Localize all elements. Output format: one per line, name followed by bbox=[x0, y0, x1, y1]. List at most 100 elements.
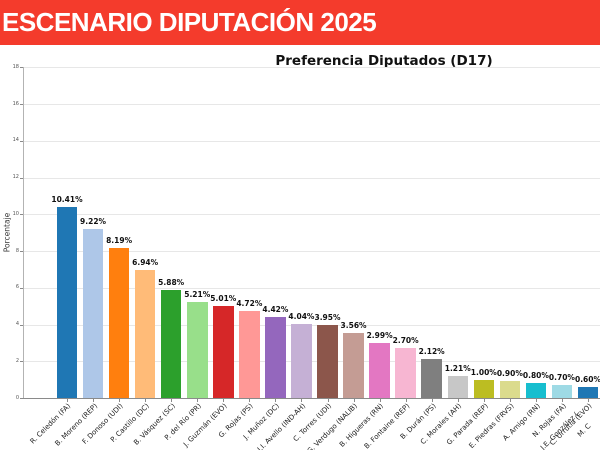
header-banner: ESCENARIO DIPUTACIÓN 2025 bbox=[0, 0, 600, 45]
y-gridline bbox=[23, 287, 600, 289]
bar bbox=[187, 302, 208, 398]
x-axis-category-label-clipped: M. C bbox=[576, 422, 593, 439]
bar bbox=[317, 325, 338, 398]
bar bbox=[525, 383, 547, 398]
y-gridline bbox=[23, 140, 600, 142]
x-tick-mark bbox=[223, 399, 225, 402]
x-tick-mark bbox=[67, 399, 68, 402]
bar-value-label: 2.70% bbox=[392, 336, 419, 346]
y-tick-mark bbox=[20, 67, 23, 69]
bar-value-label: 2.99% bbox=[366, 331, 393, 341]
x-tick-mark bbox=[509, 399, 511, 402]
bar bbox=[577, 386, 599, 398]
y-tick-label: 8 bbox=[15, 247, 19, 254]
x-axis-category-label: E. Piedras (FRVS) bbox=[467, 402, 516, 450]
bar bbox=[213, 305, 234, 398]
bar bbox=[56, 206, 78, 398]
y-gridline bbox=[23, 214, 600, 216]
bar-value-label: 4.42% bbox=[262, 304, 289, 314]
y-tick-label: 2 bbox=[15, 357, 19, 364]
y-tick-label: 16 bbox=[12, 100, 19, 107]
y-tick-mark bbox=[20, 361, 23, 363]
x-axis-spine bbox=[23, 398, 600, 399]
x-tick-mark bbox=[588, 399, 589, 402]
bar-value-label: 4.72% bbox=[236, 299, 263, 309]
bar bbox=[160, 289, 182, 398]
bar bbox=[369, 343, 390, 398]
bar-value-label: 5.88% bbox=[158, 277, 185, 287]
y-tick-label: 4 bbox=[15, 321, 19, 327]
x-tick-mark bbox=[431, 399, 433, 402]
y-tick-label: 12 bbox=[12, 174, 19, 180]
x-tick-mark bbox=[119, 399, 121, 402]
y-tick-mark bbox=[20, 104, 23, 105]
y-gridline bbox=[23, 67, 600, 69]
bar-value-label: 2.12% bbox=[418, 347, 445, 357]
x-tick-mark bbox=[275, 399, 277, 402]
bar bbox=[421, 359, 442, 398]
x-tick-mark bbox=[405, 399, 407, 402]
x-tick-mark bbox=[353, 399, 355, 402]
y-tick-mark bbox=[20, 398, 23, 399]
y-tick-mark bbox=[20, 140, 23, 142]
x-tick-mark bbox=[457, 399, 459, 402]
y-tick-label: 18 bbox=[12, 63, 19, 70]
bar bbox=[82, 228, 104, 398]
bar bbox=[551, 385, 573, 398]
bar bbox=[134, 270, 156, 398]
y-gridline bbox=[23, 177, 600, 179]
bar-value-label: 0.90% bbox=[496, 369, 523, 379]
y-gridline bbox=[23, 104, 600, 105]
y-tick-label: 0 bbox=[15, 394, 19, 401]
y-tick-mark bbox=[20, 324, 23, 326]
x-tick-mark bbox=[561, 399, 563, 402]
bar-value-label: 1.21% bbox=[444, 363, 471, 373]
bar bbox=[473, 379, 495, 398]
y-tick-mark bbox=[20, 177, 23, 179]
y-tick-mark bbox=[20, 214, 23, 216]
x-tick-mark bbox=[171, 399, 173, 402]
y-tick-label: 6 bbox=[15, 284, 19, 291]
bar-value-label: 5.21% bbox=[184, 290, 211, 300]
x-tick-mark bbox=[145, 399, 147, 402]
x-tick-mark bbox=[535, 399, 537, 402]
bar-value-label: 8.19% bbox=[106, 235, 133, 245]
bar-value-label: 10.41% bbox=[51, 194, 83, 204]
y-axis-spine bbox=[23, 67, 24, 398]
x-axis-category-label: B. Fontaine (REP) bbox=[362, 402, 412, 450]
page-title: ESCENARIO DIPUTACIÓN 2025 bbox=[2, 7, 377, 37]
bar-value-label: 0.80% bbox=[522, 371, 549, 381]
bar-value-label: 0.60% bbox=[574, 374, 600, 384]
y-tick-label: 14 bbox=[12, 137, 19, 144]
x-tick-mark bbox=[327, 399, 329, 402]
x-axis-category-label: J.I. Avello (IND-AH) bbox=[255, 402, 308, 450]
x-tick-mark bbox=[93, 399, 95, 402]
x-tick-mark bbox=[379, 399, 381, 402]
bar-value-label: 5.01% bbox=[210, 293, 237, 303]
bar-value-label: 3.56% bbox=[340, 320, 367, 330]
chart-title: Preferencia Diputados (D17) bbox=[275, 53, 493, 69]
bar bbox=[447, 375, 468, 398]
x-tick-mark bbox=[197, 399, 199, 402]
y-tick-mark bbox=[20, 287, 23, 289]
bar-value-label: 4.04% bbox=[288, 311, 315, 321]
bar bbox=[395, 348, 416, 398]
bar-value-label: 1.00% bbox=[470, 367, 497, 377]
bar-value-label: 3.95% bbox=[314, 313, 341, 323]
x-tick-mark bbox=[249, 399, 251, 402]
y-tick-label: 10 bbox=[12, 210, 19, 217]
y-tick-mark bbox=[20, 251, 23, 252]
bar-value-label: 0.70% bbox=[548, 373, 575, 383]
bar bbox=[265, 316, 286, 398]
bar bbox=[291, 323, 312, 398]
bar-value-label: 9.22% bbox=[80, 216, 107, 226]
y-gridline bbox=[23, 251, 600, 252]
bar bbox=[108, 247, 130, 398]
bar-value-label: 6.94% bbox=[132, 258, 159, 268]
bar bbox=[499, 381, 521, 398]
bar bbox=[343, 332, 364, 398]
x-tick-mark bbox=[301, 399, 303, 402]
bar bbox=[239, 311, 260, 398]
x-tick-mark bbox=[483, 399, 485, 402]
